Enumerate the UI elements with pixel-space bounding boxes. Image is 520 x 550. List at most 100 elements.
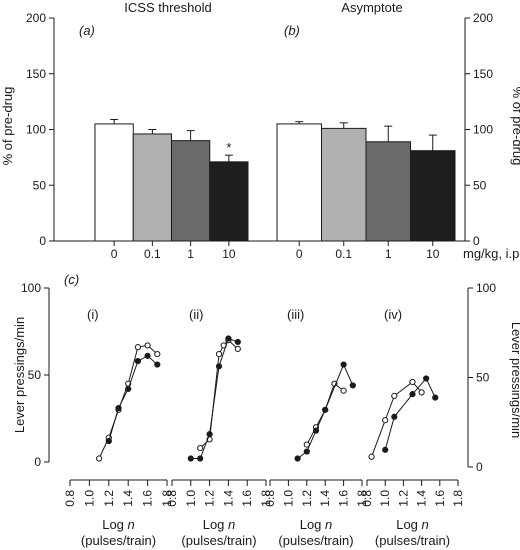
panel-b-x-tick-label: 10 — [426, 247, 440, 261]
panel-c-4-x-tick-label: 0.8 — [360, 490, 374, 507]
panel-a-x-tick-label: 0 — [111, 247, 118, 261]
panel-b-x-tick-label: 1 — [385, 247, 392, 261]
panel-c-3-point-filled — [349, 382, 356, 389]
panel-c-2-x-tick-label: 1.4 — [221, 490, 235, 507]
panel-c-1-point-filled — [115, 404, 122, 412]
panel-c-1-x-tick-label: 1.0 — [82, 490, 96, 507]
panel-c-3-label: (iii) — [287, 307, 304, 322]
panel-c-2-x-tick-label: 1.2 — [203, 490, 217, 507]
panel-c-ylabel-right: Lever pressings/min — [509, 322, 520, 438]
panel-c-y-tick-label-right: 100 — [476, 281, 496, 295]
panel-b-y-tick-label: 200 — [473, 11, 493, 25]
panel-c-1-point-filled — [105, 438, 112, 445]
panel-c-2-point-open — [197, 444, 204, 452]
panel-a-y-tick-label: 50 — [33, 178, 47, 192]
panel-c-ylabel-left: Lever pressings/min — [12, 317, 27, 433]
panel-c-y-tick-label-left: 100 — [21, 281, 41, 295]
panel-b-bar — [321, 127, 367, 242]
panel-c-1-point-open — [144, 342, 151, 349]
panel-c-3-x-tick-label: 1.6 — [337, 490, 351, 507]
panel-c-2-label: (ii) — [189, 307, 203, 322]
panel-a-tag: (a) — [79, 23, 95, 38]
panel-c-3-point-open — [340, 387, 347, 394]
panel-c-1-point-open — [96, 455, 103, 462]
panel-c-1-point-open — [154, 351, 161, 358]
panel-c-3-x-tick-label: 1.0 — [281, 490, 295, 507]
panel-c-4-x-tick-label: 1.8 — [451, 490, 465, 507]
panel-c-1-series-line-filled — [108, 355, 158, 442]
panel-b-x-tick-label: 0.1 — [335, 247, 352, 261]
panel-c-3-x-tick-label: 1.4 — [318, 490, 332, 507]
panel-b-y-tick-label: 50 — [473, 178, 487, 192]
panel-c-1-point-filled — [134, 357, 141, 365]
panel-c-2-x-tick-label: 0.8 — [165, 490, 179, 507]
panel-c-4-point-open — [391, 392, 398, 399]
panel-a-bar — [94, 123, 134, 242]
panel-c-3-x-tick-label: 0.8 — [263, 490, 277, 507]
panel-c-1-x-tick-label: 0.8 — [63, 490, 77, 507]
panel-c-3-point-filled — [322, 406, 329, 413]
panel-c-4-point-open — [368, 453, 375, 460]
panel-c-1-label: (i) — [87, 307, 99, 322]
panel-b-bar — [276, 123, 322, 242]
panel-c-y-tick-label-left: 50 — [28, 368, 42, 382]
panel-a-y-tick-label: 100 — [26, 123, 46, 137]
panel-c-3-x-tick-label: 1.8 — [355, 490, 369, 507]
panel-a-significance-mark: * — [226, 140, 231, 155]
panel-c-3-xlabel-line1: Log n — [300, 517, 333, 532]
panel-c-4-point-open — [409, 378, 416, 386]
panel-c-4-point-open — [418, 389, 425, 396]
panel-c-2-xlabel-line1: Log n — [203, 517, 236, 532]
panel-c-4-point-filled — [423, 375, 430, 382]
panel-c-1-x-tick-label: 1.2 — [102, 490, 116, 507]
panel-c-2-point-filled — [234, 338, 241, 346]
panel-b-title: Asymptote — [341, 0, 402, 15]
panel-c-4-point-filled — [409, 391, 416, 398]
panel-c-4-x-tick-label: 1.6 — [433, 490, 447, 507]
panel-c-4-xlabel-line1: Log n — [396, 517, 429, 532]
panel-b-x-tick-label: 0 — [296, 247, 303, 261]
panel-c-2-series-line-filled — [190, 337, 238, 460]
panel-b-y-tick-label: 0 — [473, 234, 480, 248]
panel-a-y-tick-label: 200 — [26, 11, 46, 25]
panel-c-2-x-tick-label: 1.8 — [259, 490, 273, 507]
panel-c-2-point-open — [234, 345, 241, 352]
panel-c-2-point-filled — [197, 455, 204, 462]
panel-c-4-point-filled — [432, 394, 439, 401]
panel-a-x-tick-label: 10 — [222, 247, 236, 261]
panel-c-3-series-line-open — [306, 382, 344, 445]
panel-c-1-x-tick-label: 1.6 — [141, 490, 155, 507]
panel-c-2-point-filled — [225, 335, 232, 342]
panel-c-3-point-filled — [312, 427, 320, 434]
panel-c-3-x-tick-label: 1.2 — [300, 490, 314, 507]
panel-c-4-xlabel-line2: (pulses/train) — [375, 533, 450, 548]
panel-a-bar — [132, 133, 172, 242]
panel-a-x-tick-label: 1 — [187, 247, 194, 261]
panel-c-y-tick-label-right: 50 — [476, 371, 490, 385]
panel-b-bar — [365, 141, 411, 242]
panel-c-3-point-filled — [303, 448, 310, 455]
panel-a-y-tick-label: 0 — [39, 234, 46, 248]
panel-c-2-point-filled — [187, 455, 194, 462]
panel-c-1-point-filled — [144, 352, 151, 359]
panel-c-1-point-filled — [125, 385, 132, 393]
panel-c-2-point-open — [215, 351, 223, 358]
panel-c-4-point-filled — [382, 446, 389, 453]
panel-a-title: ICSS threshold — [124, 0, 211, 15]
panel-c-1-x-tick-label: 1.4 — [121, 490, 135, 507]
panel-c-tag: (c) — [64, 272, 79, 287]
panel-c-2-xlabel-line2: (pulses/train) — [181, 533, 256, 548]
panel-c-1-xlabel-line2: (pulses/train) — [81, 533, 156, 548]
panel-c-4-label: (iv) — [384, 307, 402, 322]
panel-a-y-tick-label: 150 — [26, 67, 46, 81]
panel-c-1-xlabel-line1: Log n — [102, 517, 135, 532]
panel-c-4-x-tick-label: 1.0 — [378, 490, 392, 507]
panel-c-1-x-tick-label: 1.8 — [160, 490, 174, 507]
panel-a-x-tick-label: 0.1 — [144, 247, 161, 261]
panel-b-ylabel: % of pre-drug — [510, 87, 520, 166]
panel-c-4-point-filled — [391, 413, 398, 420]
panel-c-4-x-tick-label: 1.4 — [415, 490, 429, 507]
panel-c-1-point-filled — [154, 361, 161, 368]
panel-c-y-tick-label-right: 0 — [476, 460, 483, 474]
